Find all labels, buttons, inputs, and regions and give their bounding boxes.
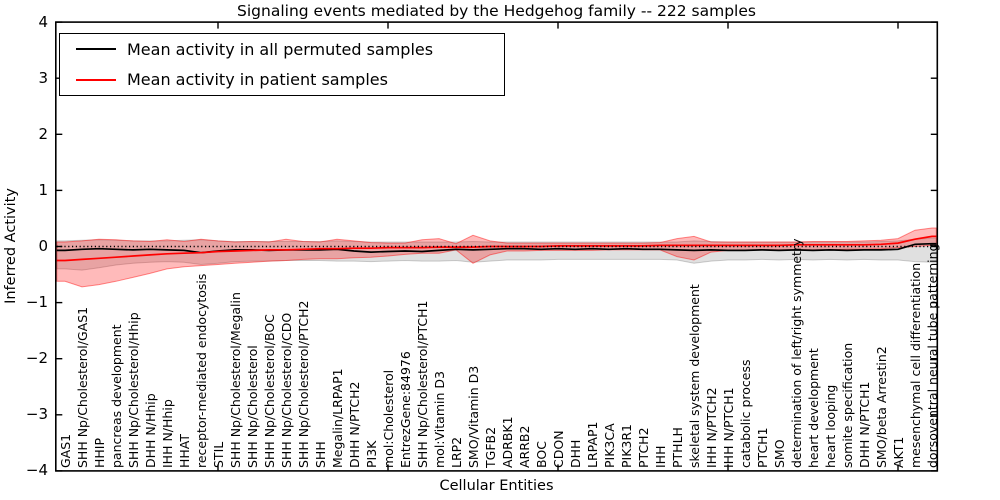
x-category-label: IHH	[652, 445, 668, 469]
x-category-label: STIL	[210, 441, 226, 468]
x-category-label: DHH N/PTCH1	[856, 381, 872, 468]
x-category-label: somite specification	[839, 342, 855, 468]
x-category-label: ARRB2	[516, 425, 532, 468]
x-category-label: SHH Np/Cholesterol/Megalin	[227, 292, 243, 468]
x-category-label: DHH N/Hhip	[142, 393, 158, 468]
x-category-label: ADRBK1	[499, 416, 515, 468]
x-category-label: SMO	[771, 439, 787, 468]
x-category-label: catabolic process	[737, 359, 753, 468]
permuted-line-sample	[76, 48, 116, 51]
x-category-label: LRPAP1	[584, 421, 600, 468]
legend-label: Mean activity in all permuted samples	[127, 39, 434, 59]
legend-entry-permuted: Mean activity in all permuted samples	[60, 34, 504, 64]
x-category-label: HHIP	[91, 437, 107, 468]
x-category-label: SHH Np/Cholesterol/Hhip	[125, 312, 141, 468]
x-category-label: receptor-mediated endocytosis	[193, 273, 209, 468]
x-category-label: CDON	[550, 430, 566, 468]
legend-box: Mean activity in all permuted samples Me…	[59, 33, 505, 96]
y-tick-label: 0	[38, 237, 48, 255]
x-category-label: PTCH2	[635, 427, 651, 468]
x-category-label: SHH Np/Cholesterol/CDO	[278, 312, 294, 468]
x-category-label: AKT1	[890, 436, 906, 468]
chart-title: Signaling events mediated by the Hedgeho…	[237, 2, 756, 20]
x-category-label: SMO/beta Arrestin2	[873, 346, 889, 468]
x-category-label: SMO/Vitamin D3	[465, 365, 481, 468]
y-tick-label: 2	[38, 124, 48, 143]
x-category-label: SHH	[312, 441, 328, 468]
x-category-label: TGFB2	[482, 426, 498, 468]
x-category-label: SHH Np/Cholesterol/BOC	[261, 314, 277, 468]
x-category-label: heart looping	[822, 384, 838, 468]
x-category-label: DHH N/PTCH2	[346, 381, 362, 468]
x-category-label: Megalin/LRPAP1	[329, 368, 345, 468]
y-tick-label: −1	[25, 293, 48, 312]
x-category-label: dorsoventral neural tube patterning	[924, 243, 940, 469]
x-category-label: pancreas development	[108, 324, 124, 468]
x-category-label: HHAT	[176, 433, 192, 468]
legend-label: Mean activity in patient samples	[127, 70, 388, 90]
x-category-label: skeletal system development	[686, 284, 702, 468]
x-category-label: PTHLH	[669, 427, 685, 468]
y-tick-label: 1	[38, 180, 48, 199]
x-axis-label: Cellular Entities	[439, 478, 554, 494]
x-category-label: PIK3CA	[601, 423, 617, 468]
patient-band	[56, 227, 937, 288]
x-category-label: LRP2	[448, 436, 464, 468]
x-category-label: DHH	[567, 439, 583, 468]
y-tick-label: −3	[25, 405, 48, 424]
x-category-label: IHH N/PTCH2	[703, 387, 719, 468]
x-category-label: PIK3R1	[618, 423, 634, 468]
x-category-label: determination of left/right symmetry	[788, 238, 804, 469]
y-tick-label: −2	[25, 349, 48, 368]
legend-entry-patient: Mean activity in patient samples	[60, 65, 504, 95]
y-tick-label: 4	[38, 12, 48, 31]
x-category-label: mol:Cholesterol	[380, 369, 396, 468]
x-category-label: IHH N/PTCH1	[720, 387, 736, 468]
patient-line-sample	[76, 78, 116, 81]
x-category-label: GAS1	[57, 433, 73, 468]
x-category-label: heart development	[805, 348, 821, 468]
x-category-label: EntrezGene:84976	[397, 351, 413, 468]
x-category-label: SHH Np/Cholesterol/GAS1	[74, 306, 90, 468]
x-category-label: SHH Np/Cholesterol/PTCH1	[414, 300, 430, 469]
y-tick-label: −4	[25, 461, 48, 480]
x-category-label: SHH Np/Cholesterol/PTCH2	[295, 300, 311, 469]
x-category-label: PI3K	[363, 440, 379, 468]
x-category-label: PTCH1	[754, 427, 770, 468]
x-category-label: mol:Vitamin D3	[431, 371, 447, 468]
y-tick-label: 3	[38, 68, 48, 87]
x-category-label: IHH N/Hhip	[159, 399, 175, 468]
x-category-label: mesenchymal cell differentiation	[907, 262, 923, 468]
x-category-label: BOC	[533, 441, 549, 468]
x-category-label: SHH Np/Cholesterol	[244, 345, 260, 468]
